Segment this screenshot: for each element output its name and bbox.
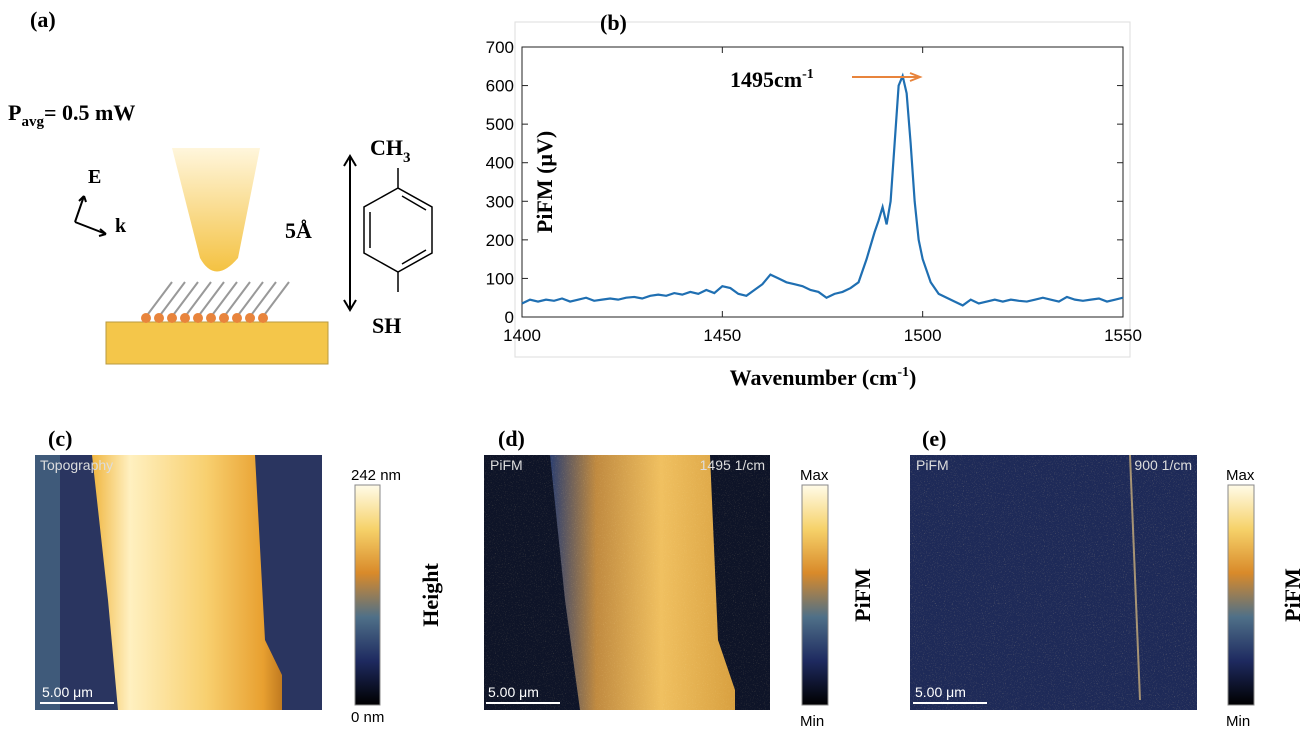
y-tick-label: 0 [505,308,514,327]
length-arrow [344,156,356,310]
x-tick-label: 1550 [1104,326,1142,345]
y-tick-label: 600 [486,77,514,96]
image-region [92,455,282,710]
length-label: 5Å [285,218,312,243]
panel-label: (e) [922,426,946,451]
colorbar-min: Min [800,713,824,730]
image-region [35,455,60,710]
x-tick-label: 1400 [503,326,541,345]
y-tick-label: 700 [486,38,514,57]
image-wavenumber: 900 1/cm [1134,457,1192,473]
x-tick-label: 1450 [703,326,741,345]
y-tick-label: 400 [486,154,514,173]
y-tick-label: 500 [486,115,514,134]
methyl-label: CH3 [370,135,411,166]
image-noise [484,455,770,710]
field-label: E [88,166,101,188]
chart: 0 100 200 300 400 500 600 700 1400 1450 1500 1550 [486,38,1142,345]
image-wavenumber: 1495 1/cm [700,457,765,473]
substrate [106,322,328,364]
axis-arrows [75,196,106,236]
wavevector-label: k [115,215,127,237]
colorbar-title: Height [418,563,443,627]
image-noise [910,455,1197,710]
panel-label: (b) [600,10,627,35]
image-mode: PiFM [916,457,949,473]
scale-label: 5.00 μm [42,684,93,700]
colorbar-max: Max [800,467,829,484]
colorbar-min: 0 nm [351,709,384,726]
colorbar-min: Min [1226,713,1250,730]
colorbar-title: PiFM [850,568,875,622]
colorbar-max: 242 nm [351,467,401,484]
scale-label: 5.00 μm [488,684,539,700]
colorbar [1228,485,1254,705]
colorbar-max: Max [1226,467,1255,484]
power-label: Pavg= 0.5 mW [8,100,135,130]
plot-area [522,47,1123,317]
panel-label: (c) [48,426,72,451]
colorbar-title: PiFM [1280,568,1305,622]
panel-label: (d) [498,426,525,451]
scale-label: 5.00 μm [915,684,966,700]
y-axis-label: PiFM (μV) [532,131,557,233]
panel-label: (a) [30,7,56,32]
image-mode: PiFM [490,457,523,473]
figure: (a) Pavg= 0.5 mW E k 5Å CH3 SH 0 100 200 30… [0,0,1314,740]
thiol-label: SH [372,313,401,338]
benzene-ring [364,168,432,292]
peak-annotation: 1495cm-1 [730,67,814,92]
colorbar [802,485,828,705]
x-tick-label: 1500 [904,326,942,345]
y-tick-label: 200 [486,231,514,250]
image-mode: Topography [40,457,113,473]
page: (a) Pavg= 0.5 mW E k 5Å CH3 SH 0 100 200 30… [0,0,1314,740]
x-axis-label: Wavenumber (cm-1) [730,365,917,390]
y-tick-label: 300 [486,192,514,211]
colorbar [355,485,380,705]
molecule-chains [145,282,289,318]
afm-tip [172,148,260,272]
y-tick-label: 100 [486,269,514,288]
